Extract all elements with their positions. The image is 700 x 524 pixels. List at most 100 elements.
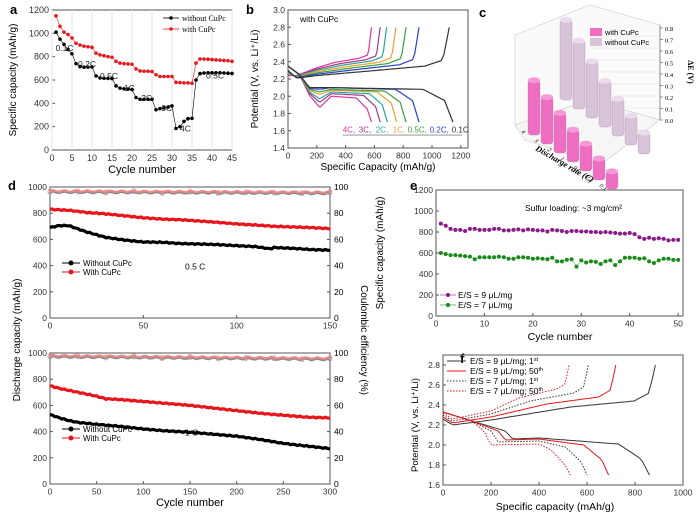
x-axis-label: Cycle number: [156, 497, 224, 509]
data-point: [58, 24, 62, 29]
data-point: [579, 258, 584, 263]
data-point: [222, 71, 226, 75]
y-tick-label: 1.4: [273, 143, 285, 153]
capacity-series-With-CuPc: [49, 384, 331, 420]
data-point: [613, 231, 618, 236]
data-point: [448, 226, 453, 231]
x-axis-label: Specific Capacity (mAh/g): [320, 162, 435, 173]
data-point: [438, 221, 443, 226]
data-point: [676, 257, 681, 262]
data-point: [496, 226, 501, 231]
data-point: [158, 106, 162, 111]
coulombic-efficiency-series: [49, 189, 331, 195]
data-point: [443, 223, 448, 228]
x-tick-label: 600: [367, 151, 381, 161]
data-point: [661, 256, 666, 261]
x-axis-label: Cycle number: [108, 164, 176, 176]
data-point: [214, 58, 218, 62]
bar-top: [580, 140, 592, 147]
data-point: [492, 255, 497, 260]
data-point: [526, 255, 531, 260]
y2-tick-label: 80: [334, 374, 344, 384]
rate-legend-label: 1C,: [393, 125, 405, 134]
x-tick-label: 35: [187, 153, 197, 163]
data-point: [86, 44, 90, 49]
x-tick-label: 20: [528, 319, 538, 329]
data-point: [540, 228, 545, 233]
bar-with-CuPc: [527, 80, 541, 136]
data-point: [584, 260, 589, 265]
x-tick-label: 0: [441, 488, 446, 498]
y-axis-label: Specific capacity (mAh/g): [8, 24, 19, 137]
legend-label: without CuPc: [604, 38, 649, 47]
data-point: [535, 256, 540, 261]
x-tick-label: 1000: [423, 151, 442, 161]
plot-frame: [49, 186, 331, 319]
data-point: [90, 45, 94, 50]
data-point: [467, 226, 472, 231]
panel-label-b: b: [246, 2, 254, 17]
data-point: [487, 227, 492, 232]
data-point: [472, 257, 477, 262]
bar-without-CuPc: [572, 40, 586, 110]
x-tick-label: 15: [107, 153, 117, 163]
data-point: [130, 62, 134, 67]
data-point: [651, 260, 656, 265]
y-tick-label: 800: [419, 227, 433, 237]
legend-label: E/S = 9 μL/mg: [458, 290, 513, 300]
charge-curve-0.2C: [287, 27, 420, 79]
x-tick-label: 40: [625, 319, 635, 329]
data-point: [632, 255, 637, 260]
data-point: [98, 76, 102, 80]
x-tick-label: 0: [49, 153, 54, 163]
rate-legend-label: 0.1C: [452, 125, 469, 134]
legend-marker: [68, 260, 74, 266]
y-tick-label: 400: [33, 427, 47, 437]
data-point: [458, 227, 463, 232]
legend-superscript: st: [534, 377, 539, 383]
panel-e: 0 10 20 30 40 50 0 200 400 600 800 1000 1200 Cycle nu…: [375, 185, 684, 343]
data-point: [82, 44, 86, 48]
data-point: [110, 76, 114, 81]
data-point: [579, 229, 584, 234]
data-point: [178, 124, 182, 129]
data-point: [94, 74, 98, 78]
data-point: [74, 61, 78, 66]
ce-marker: [215, 355, 221, 360]
data-point: [438, 251, 443, 255]
data-point: [521, 255, 526, 260]
legend-label: E/S = 9 μL/mg; 50th: [470, 366, 543, 376]
data-point: [569, 257, 574, 262]
bar-top: [599, 78, 611, 85]
data-point: [202, 57, 206, 61]
ce-marker: [327, 356, 333, 362]
data-point: [608, 230, 613, 235]
bar-top: [567, 126, 579, 133]
data-point: [545, 257, 550, 262]
data-point: [588, 259, 593, 264]
data-point: [448, 253, 453, 258]
ce-marker: [131, 188, 137, 193]
data-point: [559, 228, 564, 233]
data-point: [501, 228, 506, 233]
rate-annotation: 0.5C: [100, 71, 118, 81]
data-point: [138, 97, 142, 102]
x-tick-label: 2: [546, 147, 552, 153]
legend-superscript: st: [534, 357, 539, 363]
data-point: [574, 264, 579, 269]
y2-tick-label: 20: [334, 287, 344, 297]
data-point: [150, 97, 154, 102]
data-point: [226, 71, 230, 76]
y2-tick-label: 40: [334, 261, 344, 271]
legend-label: With CuPc: [83, 434, 121, 443]
ce-marker: [299, 190, 305, 195]
ce-marker: [159, 355, 165, 360]
x-tick-label: 25: [147, 153, 157, 163]
plot-frame: [49, 352, 331, 485]
rate-annotation: 1 C: [185, 428, 198, 438]
data-point: [637, 235, 642, 240]
data-point: [202, 71, 206, 75]
data-point: [521, 228, 526, 233]
data-point: [550, 227, 555, 232]
coulombic-efficiency-series: [49, 190, 331, 196]
